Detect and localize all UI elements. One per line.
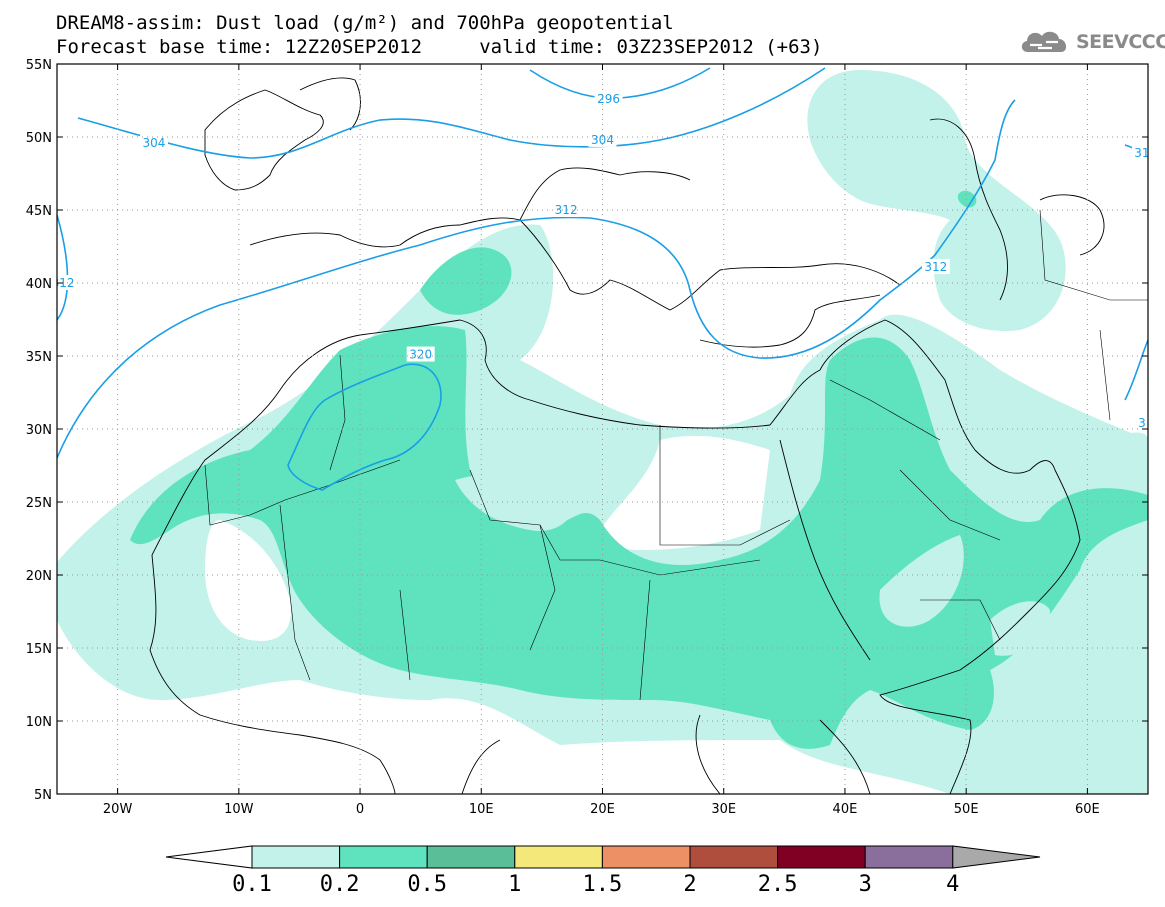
lon-tick-label: 20E (590, 802, 615, 817)
contour-label: 312 (924, 260, 947, 274)
lat-tick-label: 10N (26, 715, 52, 730)
dust-load-medium (130, 190, 1148, 749)
colorbar-swatch (777, 845, 866, 869)
colorbar-swatch (864, 845, 954, 869)
graticule (57, 64, 1148, 794)
lat-tick-label: 15N (26, 642, 52, 657)
colorbar-label: 3 (859, 872, 872, 897)
lat-tick-label: 40N (26, 277, 52, 292)
dust-medium-main (130, 326, 1148, 749)
contour-label: 312 (555, 203, 578, 217)
colorbar-swatch (426, 845, 516, 869)
colorbar-under-triangle (165, 845, 253, 869)
colorbar-over-triangle (952, 845, 1041, 869)
contour-label: 312 (52, 276, 75, 290)
contour-label: 320 (409, 348, 432, 362)
lat-tick-label: 45N (26, 204, 52, 219)
colorbar-swatch (339, 845, 428, 869)
contour-label: 3 (1138, 416, 1146, 430)
colorbar-label: 1 (508, 872, 521, 897)
colorbar-swatch (689, 845, 779, 869)
lon-tick-label: 20W (103, 802, 133, 817)
cloud-logo-icon (1021, 31, 1067, 52)
contour-label: 296 (597, 92, 620, 106)
lon-tick-label: 0 (356, 802, 364, 817)
map-subtitle: Forecast base time: 12Z20SEP2012 valid t… (56, 36, 823, 58)
logo-text: SEEVCCC (1076, 31, 1165, 53)
lon-tick-label: 10E (469, 802, 494, 817)
lat-tick-label: 30N (26, 423, 52, 438)
axis-ticks: 55N 50N 45N 40N 35N 30N 25N 20N 15N 10N 5N 20W 10W 0 1… (26, 58, 1148, 817)
contour-label: 31 (1134, 146, 1149, 160)
colorbar-swatch (514, 845, 603, 869)
lon-tick-label: 40E (833, 802, 858, 817)
lon-tick-label: 10W (224, 802, 254, 817)
lat-tick-label: 20N (26, 569, 52, 584)
lat-tick-label: 35N (26, 350, 52, 365)
colorbar-label: 0.5 (407, 872, 447, 897)
seevccc-logo: SEEVCCC (1018, 28, 1165, 56)
lat-tick-label: 50N (26, 131, 52, 146)
lon-tick-label: 30E (711, 802, 736, 817)
colorbar: 0.1 0.2 0.5 1 1.5 2 2.5 3 4 (165, 845, 1041, 897)
colorbar-label: 4 (946, 872, 959, 897)
colorbar-swatch (601, 845, 691, 869)
colorbar-label: 0.1 (232, 872, 272, 897)
lat-tick-label: 5N (34, 788, 52, 803)
contour-label: 304 (143, 136, 166, 150)
contour-320 (287, 363, 442, 491)
colorbar-label: 2.5 (758, 872, 798, 897)
contour-304 (77, 67, 826, 159)
lat-tick-label: 55N (26, 58, 52, 73)
lat-tick-label: 25N (26, 496, 52, 511)
lon-tick-label: 60E (1075, 802, 1100, 817)
colorbar-swatch (251, 845, 341, 869)
dust-free-areas (205, 435, 770, 641)
contour-312 (57, 99, 1016, 459)
country-borders (204, 209, 1148, 701)
dust-low-caspian (807, 70, 1066, 331)
lon-tick-label: 50E (954, 802, 979, 817)
colorbar-label: 2 (683, 872, 696, 897)
map-title: DREAM8-assim: Dust load (g/m²) and 700hP… (56, 12, 674, 34)
colorbar-label: 1.5 (583, 872, 623, 897)
colorbar-label: 0.2 (320, 872, 360, 897)
